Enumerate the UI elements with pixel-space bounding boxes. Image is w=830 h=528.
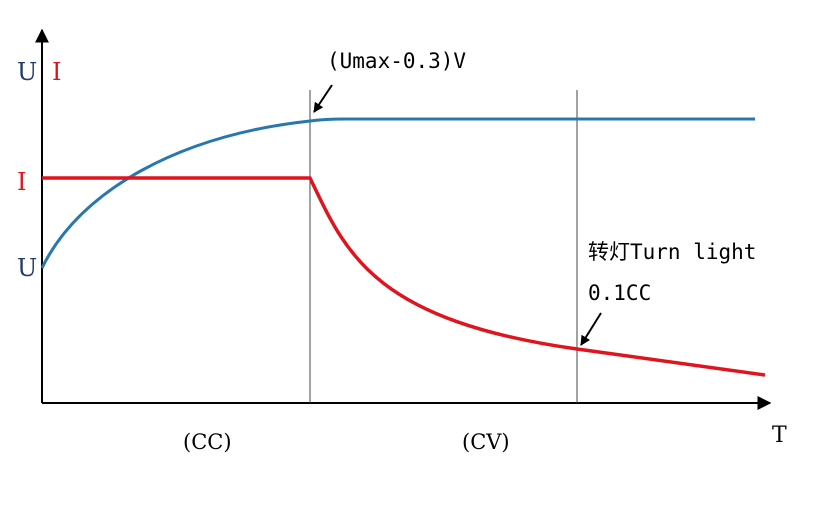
voltage-start-label: U: [17, 254, 37, 282]
current-curve: [42, 176, 766, 377]
cv-threshold-arrow: [313, 84, 333, 113]
phase-cv-label: (CV): [462, 430, 510, 454]
turn-light-value: 0.1CC: [588, 281, 651, 305]
y-label-u: U: [17, 58, 37, 86]
current-level-label: I: [17, 168, 26, 196]
voltage-curve: [40, 117, 755, 269]
turn-light-label: 转灯Turn light: [588, 240, 756, 264]
cv-threshold-label: (Umax-0.3)V: [327, 49, 466, 73]
phase-cc-label: (CC): [183, 430, 232, 454]
y-label-i: I: [52, 58, 61, 86]
x-label-t: T: [772, 423, 787, 448]
turn-light-arrow: [580, 312, 602, 346]
